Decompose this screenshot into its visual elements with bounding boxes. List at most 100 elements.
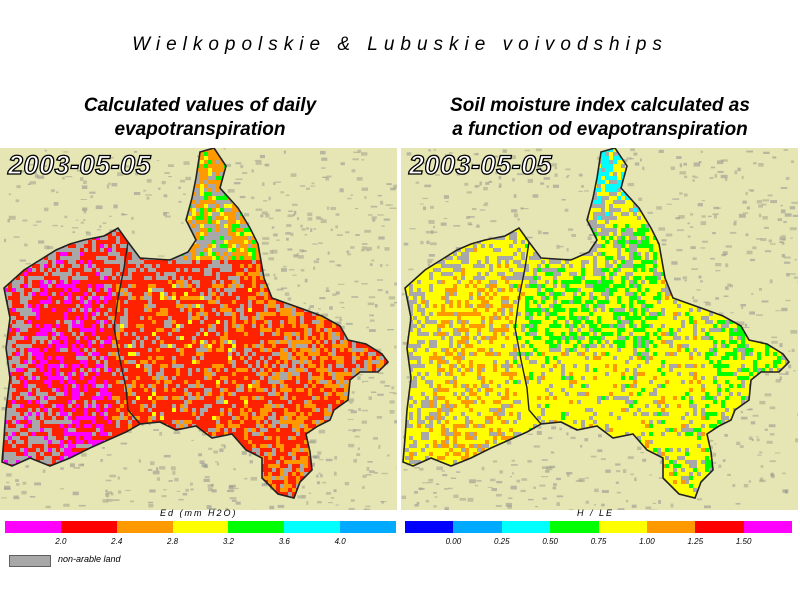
terrain-speckle (476, 479, 482, 482)
terrain-speckle (389, 410, 395, 414)
terrain-speckle (737, 321, 745, 326)
terrain-speckle (793, 370, 796, 372)
terrain-speckle (465, 216, 470, 219)
terrain-speckle (350, 246, 355, 249)
ed-legend-swatch-4 (228, 521, 285, 533)
terrain-speckle (273, 182, 276, 185)
terrain-speckle (554, 166, 558, 170)
terrain-speckle (419, 203, 424, 205)
terrain-speckle (113, 204, 118, 209)
terrain-speckle (524, 149, 530, 152)
hle-legend-swatch-7 (743, 521, 792, 533)
terrain-speckle (122, 214, 128, 216)
terrain-speckle (262, 182, 265, 186)
terrain-speckle (724, 434, 728, 437)
terrain-speckle (102, 447, 105, 449)
terrain-speckle (216, 462, 219, 466)
terrain-speckle (379, 263, 383, 268)
terrain-speckle (637, 446, 642, 450)
terrain-speckle (109, 474, 116, 478)
terrain-speckle (707, 215, 712, 218)
hle-legend-tick-label: 1.25 (687, 537, 704, 546)
terrain-speckle (476, 224, 480, 226)
terrain-speckle (779, 241, 783, 243)
terrain-speckle (273, 273, 276, 277)
terrain-speckle (185, 488, 189, 492)
terrain-speckle (733, 222, 737, 226)
terrain-speckle (714, 443, 717, 445)
terrain-speckle (541, 476, 548, 478)
terrain-speckle (271, 249, 278, 254)
terrain-speckle (347, 197, 352, 200)
terrain-speckle (433, 492, 437, 494)
terrain-speckle (325, 492, 332, 495)
terrain-speckle (203, 478, 210, 482)
terrain-speckle (550, 451, 555, 454)
terrain-speckle (339, 301, 345, 304)
terrain-speckle (357, 149, 362, 153)
terrain-speckle (759, 451, 763, 454)
terrain-speckle (527, 460, 532, 463)
terrain-speckle (687, 235, 691, 238)
terrain-speckle (377, 393, 384, 396)
terrain-speckle (570, 436, 576, 440)
terrain-speckle (428, 254, 435, 257)
terrain-speckle (356, 453, 361, 457)
terrain-speckle (34, 482, 41, 486)
hle-legend-swatch-3 (550, 521, 599, 533)
terrain-speckle (768, 239, 773, 243)
terrain-speckle (354, 429, 361, 432)
terrain-speckle (340, 162, 345, 166)
terrain-speckle (25, 263, 31, 265)
terrain-speckle (6, 473, 12, 477)
terrain-speckle (326, 175, 332, 178)
terrain-speckle (368, 376, 375, 379)
terrain-speckle (720, 312, 724, 316)
terrain-speckle (511, 209, 518, 213)
terrain-speckle (769, 433, 775, 436)
terrain-speckle (72, 491, 79, 496)
terrain-speckle (527, 498, 534, 501)
terrain-speckle (748, 408, 753, 410)
terrain-speckle (60, 225, 64, 227)
terrain-speckle (495, 505, 502, 507)
terrain-speckle (616, 470, 621, 473)
terrain-speckle (717, 207, 721, 209)
terrain-speckle (704, 505, 711, 509)
terrain-speckle (536, 165, 541, 169)
terrain-speckle (215, 461, 219, 463)
terrain-speckle (746, 150, 753, 153)
terrain-speckle (273, 233, 278, 237)
terrain-speckle (356, 177, 363, 181)
terrain-speckle (80, 463, 85, 466)
hle-legend-swatch-5 (646, 521, 696, 533)
terrain-speckle (47, 246, 54, 250)
terrain-speckle (369, 329, 376, 332)
terrain-speckle (721, 254, 726, 257)
terrain-speckle (509, 155, 516, 159)
terrain-speckle (163, 212, 170, 214)
terrain-speckle (615, 463, 621, 466)
terrain-speckle (365, 380, 369, 382)
terrain-speckle (781, 307, 788, 312)
terrain-speckle (791, 201, 798, 204)
terrain-speckle (361, 283, 368, 285)
hle-legend-tick-label: 0.75 (590, 537, 607, 546)
terrain-speckle (520, 489, 526, 493)
terrain-speckle (329, 306, 333, 310)
terrain-speckle (528, 170, 535, 173)
terrain-speckle (779, 373, 787, 375)
terrain-speckle (502, 149, 507, 153)
terrain-speckle (190, 482, 193, 486)
terrain-speckle (631, 504, 637, 508)
terrain-speckle (473, 153, 478, 156)
terrain-speckle (146, 196, 150, 200)
terrain-speckle (152, 470, 160, 475)
terrain-speckle (365, 474, 372, 476)
terrain-speckle (513, 213, 519, 218)
terrain-speckle (365, 505, 371, 508)
terrain-speckle (351, 391, 355, 394)
terrain-speckle (109, 215, 112, 217)
terrain-speckle (768, 424, 776, 428)
terrain-speckle (16, 185, 21, 189)
